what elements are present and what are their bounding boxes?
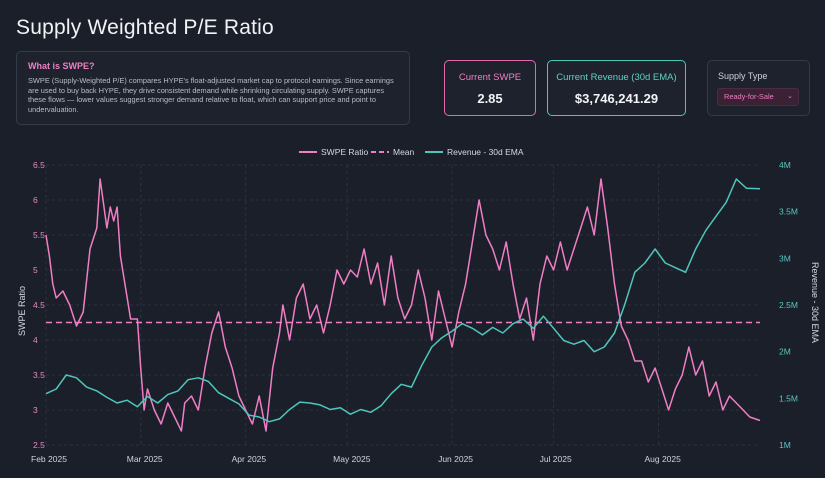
y-axis-title-left: SWPE Ratio [17,286,27,336]
x-tick: Apr 2025 [232,454,267,464]
chart-axes: 2.5 3 3.5 4 4.5 5 5.5 6 6.5 1M 1.5M 2M 2.5M 3M 3.5M 4M F… [17,160,820,464]
legend-label: Revenue - 30d EMA [447,147,524,157]
swpe-chart: 2.5 3 3.5 4 4.5 5 5.5 6 6.5 1M 1.5M 2M 2.5M 3M 3.5M 4M F… [17,147,820,464]
current-revenue-value: $3,746,241.29 [574,91,659,106]
y-tick-left: 6.5 [33,160,45,170]
y-tick-left: 5.5 [33,230,45,240]
info-heading: What is SWPE? [28,61,95,71]
y-tick-right: 3M [779,253,791,263]
y-tick-right: 2M [779,347,791,357]
y-tick-left: 3 [33,405,38,415]
swpe-info-card: What is SWPE? SWPE (Supply-Weighted P/E)… [16,51,410,125]
x-tick: May 2025 [333,454,371,464]
supply-type-select[interactable]: Ready-for-Sale ⌄ [717,88,799,106]
current-revenue-card: Current Revenue (30d EMA) $3,746,241.29 [547,60,686,116]
x-tick: Aug 2025 [644,454,681,464]
y-tick-left: 4.5 [33,300,45,310]
revenue-ema-line [45,178,761,423]
y-tick-left: 3.5 [33,370,45,380]
x-tick: Jun 2025 [438,454,473,464]
chart-grid [45,164,760,446]
x-tick: Feb 2025 [31,454,67,464]
y-tick-right: 1M [779,440,791,450]
legend-label: Mean [393,147,415,157]
supply-type-selected: Ready-for-Sale [724,92,774,101]
y-tick-left: 4 [33,335,38,345]
swpe-ratio-line [45,178,761,432]
y-tick-right: 2.5M [779,300,798,310]
y-tick-right: 1.5M [779,393,798,403]
chart-legend: SWPE Ratio Mean Revenue - 30d EMA [299,147,524,157]
page-title: Supply Weighted P/E Ratio [16,16,274,39]
legend-label: SWPE Ratio [321,147,369,157]
chart-series [45,178,761,432]
x-tick: Mar 2025 [127,454,163,464]
y-axis-title-right: Revenue - 30d EMA [810,262,820,343]
current-swpe-value: 2.85 [477,91,503,106]
supply-type-panel: Supply Type Ready-for-Sale ⌄ [707,60,810,116]
supply-type-label: Supply Type [718,71,768,81]
y-tick-left: 6 [33,195,38,205]
y-tick-left: 5 [33,265,38,275]
y-tick-right: 4M [779,160,791,170]
current-revenue-label: Current Revenue (30d EMA) [556,72,677,83]
y-tick-right: 3.5M [779,207,798,217]
current-swpe-card: Current SWPE 2.85 [444,60,536,116]
chevron-down-icon: ⌄ [787,93,793,100]
info-body: SWPE (Supply-Weighted P/E) compares HYPE… [28,76,394,114]
y-tick-left: 2.5 [33,440,45,450]
current-swpe-label: Current SWPE [458,72,522,83]
x-tick: Jul 2025 [540,454,572,464]
